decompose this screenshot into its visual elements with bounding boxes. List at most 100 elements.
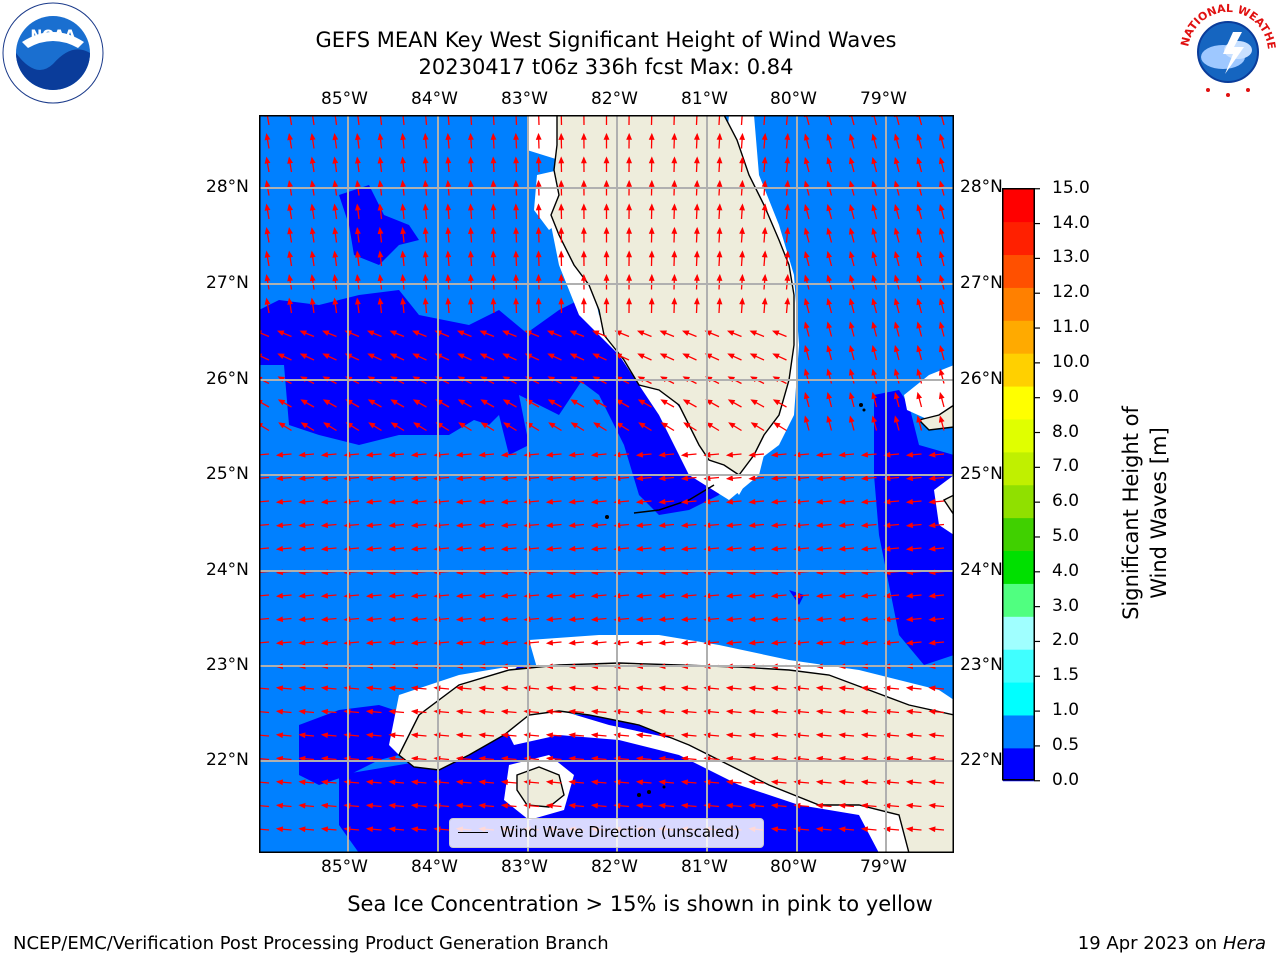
map-panel: [259, 115, 954, 853]
wind-arrow-head: [658, 685, 666, 692]
colorbar-tick-label: 0.5: [1052, 734, 1080, 755]
wind-arrow-head: [716, 250, 723, 258]
wind-arrow-head: [748, 802, 756, 809]
wind-arrow-head: [803, 415, 810, 423]
wind-arrow-head: [365, 802, 374, 809]
wind-arrow-head: [500, 802, 509, 809]
wind-arrow-head: [848, 156, 855, 165]
wind-arrow-head: [500, 708, 509, 715]
wind-arrow-head: [478, 498, 486, 505]
wind-arrow-head: [590, 779, 599, 786]
sea-ice-note: Sea Ice Concentration > 15% is shown in …: [347, 892, 933, 916]
wind-arrow-head: [445, 132, 452, 141]
land-areas: [398, 115, 954, 853]
wind-arrow: [918, 115, 923, 126]
wind-arrow-head: [479, 353, 488, 360]
wind-arrow-head: [739, 203, 746, 211]
wind-arrow-head: [905, 475, 914, 482]
florida-keys: [633, 484, 715, 514]
wind-arrow-head: [750, 399, 758, 406]
wind-arrow-head: [815, 685, 824, 692]
wind-arrow-head: [770, 545, 779, 552]
wind-arrow-head: [365, 779, 374, 786]
wind-arrow-head: [680, 475, 689, 482]
wind-arrow-head: [938, 344, 945, 353]
wind-arrow-head: [636, 330, 645, 336]
wind-arrow-head: [535, 250, 542, 258]
wind-arrow-head: [658, 708, 666, 715]
wind-arrow-head: [558, 226, 565, 234]
wind-arrow: [259, 828, 270, 831]
wind-arrow-head: [365, 475, 374, 482]
wind-arrow-head: [545, 685, 554, 692]
wind-arrow-head: [275, 451, 284, 458]
wind-arrow-head: [938, 250, 945, 259]
wind-arrow-head: [287, 250, 294, 258]
wind-arrow-head: [905, 779, 914, 786]
wind-arrow-head: [535, 203, 542, 211]
wind-arrow-head: [883, 708, 891, 715]
wind-arrow-head: [770, 616, 779, 623]
wind-arrow-head: [826, 227, 833, 235]
wind-arrow-head: [410, 826, 419, 833]
wind-arrow-head: [320, 779, 329, 786]
wind-arrow-head: [298, 498, 306, 505]
wind-arrow-head: [275, 732, 284, 739]
wind-arrow-head: [445, 250, 452, 258]
wind-arrow-head: [682, 353, 690, 360]
wind-arrow-head: [332, 156, 339, 164]
colorbar: [1002, 188, 1040, 782]
wind-arrow-head: [803, 180, 810, 188]
wind-arrow-head: [535, 156, 542, 164]
wind-arrow: [940, 115, 945, 126]
wind-arrow-head: [321, 330, 330, 336]
wind-arrow-head: [883, 475, 891, 482]
wind-arrow-head: [905, 498, 914, 505]
wind-arrow-head: [275, 826, 284, 833]
lat-label-right: 25°N: [960, 464, 1003, 484]
wind-arrow-head: [725, 802, 734, 809]
wind-arrow-head: [603, 179, 610, 187]
wind-arrow-head: [916, 368, 923, 376]
wind-arrow-head: [455, 802, 464, 809]
wind-arrow-head: [648, 250, 655, 258]
wind-arrow-head: [883, 545, 891, 552]
wind-arrow-head: [590, 639, 599, 646]
wind-arrow-head: [535, 226, 542, 234]
wind-arrow-head: [660, 399, 668, 406]
wind-arrow-head: [905, 708, 914, 715]
wind-arrow-head: [680, 545, 689, 552]
wind-arrow-head: [928, 545, 936, 552]
wind-arrow-head: [635, 639, 644, 646]
wind-arrow: [763, 115, 766, 126]
colorbar-tick-label: 13.0: [1052, 247, 1090, 268]
wind-arrow-head: [558, 132, 565, 140]
wind-arrow-head: [883, 802, 891, 809]
wind-arrow-head: [545, 451, 554, 458]
wind-arrow-head: [568, 802, 576, 809]
wind-arrow-head: [928, 779, 936, 786]
wind-arrow-head: [422, 297, 429, 305]
wind-arrow-head: [500, 498, 509, 505]
footer-date: 19 Apr 2023 on Hera: [1078, 933, 1266, 954]
wind-arrow-head: [355, 297, 361, 305]
wind-arrow-head: [287, 156, 294, 164]
wind-arrow-head: [739, 226, 746, 234]
wind-arrow-head: [547, 353, 555, 360]
wind-arrow-head: [648, 203, 655, 211]
wind-arrow-head: [500, 592, 509, 599]
wind-arrow-head: [893, 274, 900, 282]
wind-arrow-head: [590, 451, 599, 458]
wind-arrow-head: [626, 273, 633, 281]
wind-arrow-head: [568, 522, 576, 529]
wind-arrow-head: [545, 592, 554, 599]
wind-arrow-head: [332, 273, 339, 282]
wind-arrow-head: [410, 732, 419, 739]
wind-arrow-head: [635, 475, 644, 482]
wind-arrow-head: [716, 156, 723, 164]
wind-arrow-head: [928, 685, 936, 692]
wind-arrow-head: [671, 226, 678, 234]
wind-arrow-head: [838, 685, 846, 692]
wind-arrow: [718, 115, 721, 126]
wind-arrow-head: [365, 826, 374, 833]
